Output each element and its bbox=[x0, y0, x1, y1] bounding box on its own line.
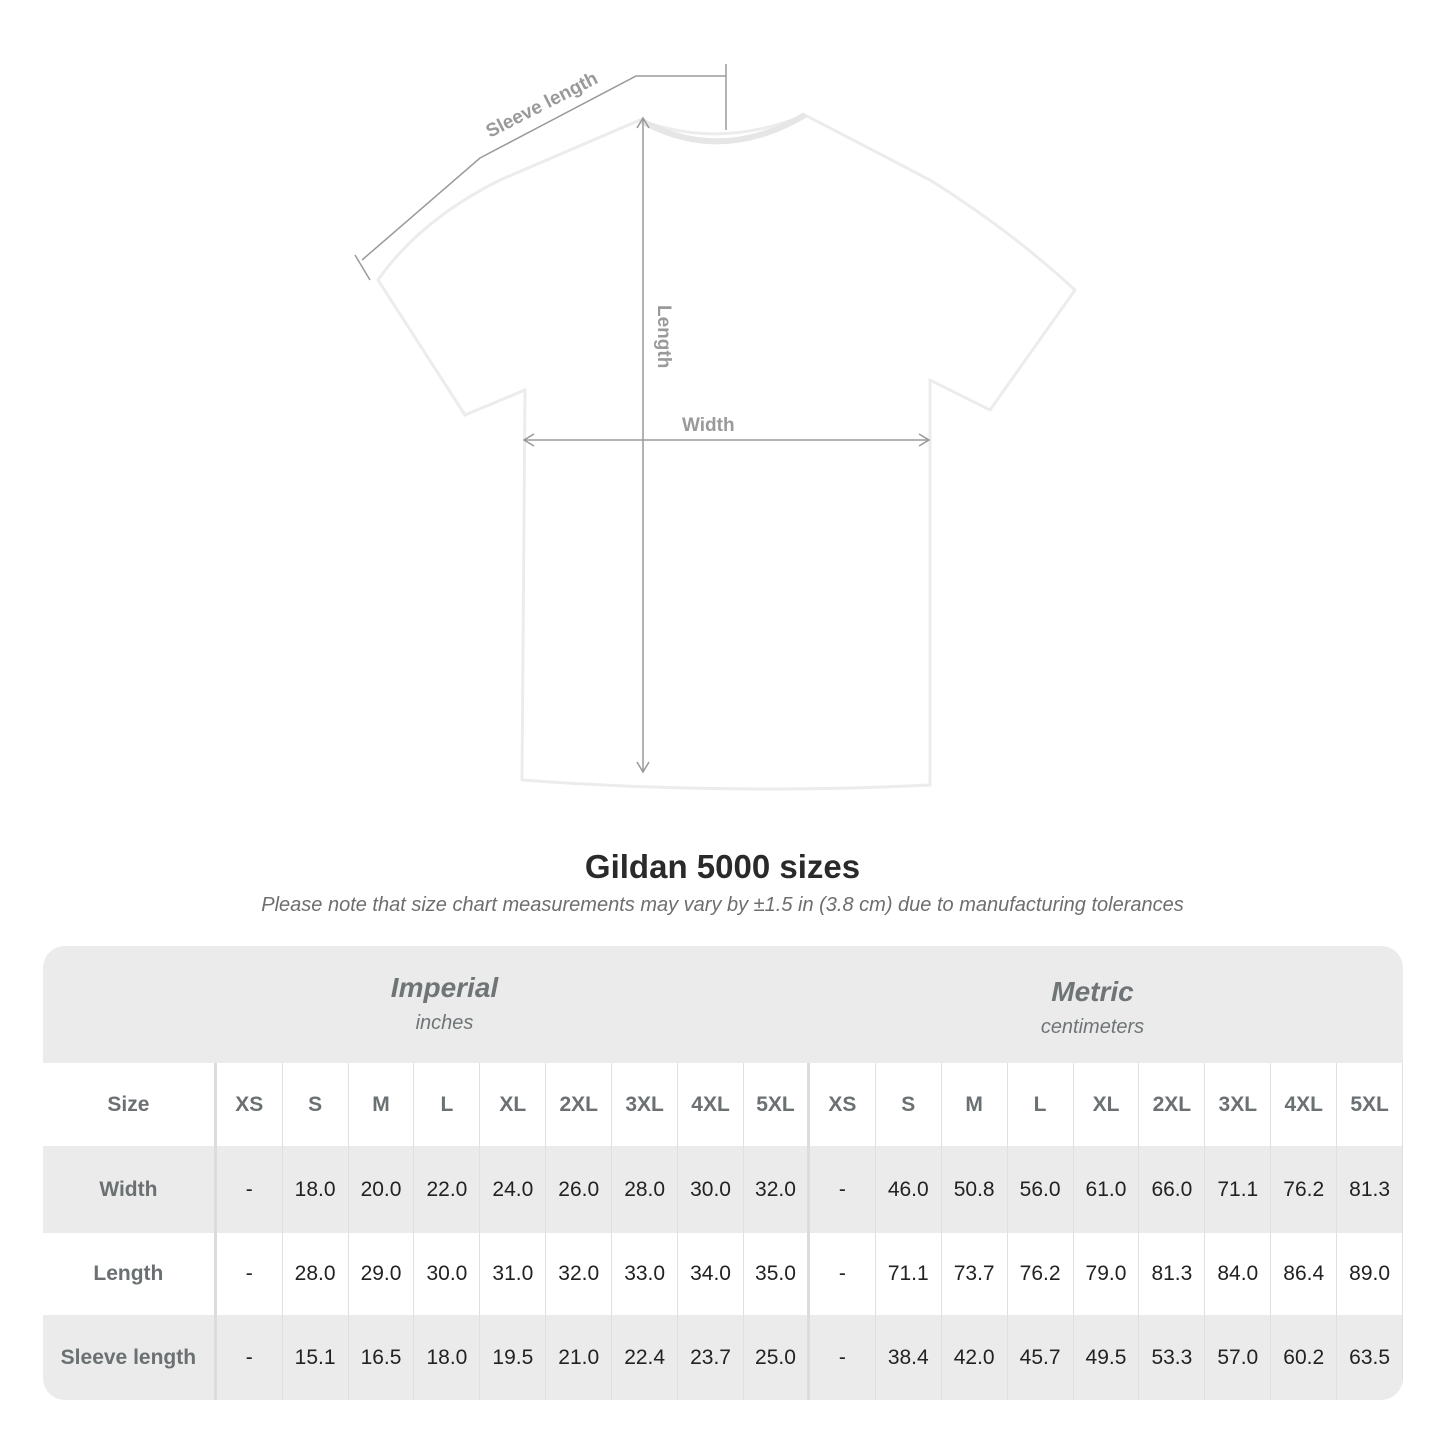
imperial-unit: inches bbox=[415, 1012, 474, 1034]
imperial-value-cell: 28.0 bbox=[612, 1146, 679, 1233]
metric-value-cell: 49.5 bbox=[1074, 1315, 1140, 1400]
metric-value-cell: 79.0 bbox=[1074, 1233, 1140, 1315]
imperial-value-cell: 22.0 bbox=[414, 1146, 481, 1233]
metric-size-XL: XL bbox=[1074, 1063, 1140, 1146]
length-line bbox=[636, 116, 650, 774]
row-label: Length bbox=[43, 1233, 217, 1315]
imperial-size-L: L bbox=[414, 1063, 481, 1146]
row-label: Width bbox=[43, 1146, 217, 1233]
metric-value-cell: - bbox=[810, 1146, 876, 1233]
sleeve-length-label: Sleeve length bbox=[483, 68, 602, 142]
size-label: Size bbox=[43, 1063, 217, 1146]
metric-size-XS: XS bbox=[810, 1063, 876, 1146]
unit-header-band bbox=[43, 946, 1403, 1063]
imperial-value-cell: 30.0 bbox=[414, 1233, 481, 1315]
metric-value-cell: 71.1 bbox=[876, 1233, 942, 1315]
imperial-value-cell: 20.0 bbox=[349, 1146, 415, 1233]
width-line bbox=[522, 433, 931, 447]
imperial-value-cell: 23.7 bbox=[678, 1315, 744, 1400]
imperial-value-cell: - bbox=[217, 1146, 283, 1233]
metric-value-cell: 57.0 bbox=[1205, 1315, 1272, 1400]
imperial-size-3XL: 3XL bbox=[612, 1063, 679, 1146]
imperial-value-cell: 35.0 bbox=[744, 1233, 810, 1315]
imperial-size-XS: XS bbox=[217, 1063, 283, 1146]
imperial-value-cell: 28.0 bbox=[283, 1233, 349, 1315]
metric-size-3XL: 3XL bbox=[1205, 1063, 1272, 1146]
metric-value-cell: 63.5 bbox=[1337, 1315, 1403, 1400]
metric-value-cell: - bbox=[810, 1315, 876, 1400]
imperial-value-cell: 21.0 bbox=[546, 1315, 613, 1400]
imperial-value-cell: 16.5 bbox=[349, 1315, 415, 1400]
metric-size-2XL: 2XL bbox=[1139, 1063, 1206, 1146]
imperial-value-cell: 30.0 bbox=[678, 1146, 744, 1233]
imperial-value-cell: 19.5 bbox=[480, 1315, 547, 1400]
metric-value-cell: - bbox=[810, 1233, 876, 1315]
imperial-size-XL: XL bbox=[480, 1063, 547, 1146]
imperial-value-cell: 31.0 bbox=[480, 1233, 547, 1315]
chart-title: Gildan 5000 sizes bbox=[584, 848, 861, 885]
length-label: Length bbox=[653, 305, 674, 368]
metric-size-S: S bbox=[876, 1063, 942, 1146]
imperial-size-4XL: 4XL bbox=[678, 1063, 744, 1146]
metric-value-cell: 56.0 bbox=[1008, 1146, 1074, 1233]
imperial-value-cell: - bbox=[217, 1233, 283, 1315]
imperial-value-cell: 32.0 bbox=[744, 1146, 810, 1233]
imperial-title: Imperial bbox=[390, 972, 499, 1003]
metric-title: Metric bbox=[1051, 976, 1134, 1007]
metric-value-cell: 89.0 bbox=[1337, 1233, 1403, 1315]
imperial-value-cell: 25.0 bbox=[744, 1315, 810, 1400]
metric-value-cell: 53.3 bbox=[1139, 1315, 1206, 1400]
imperial-value-cell: 18.0 bbox=[414, 1315, 481, 1400]
imperial-value-cell: 32.0 bbox=[546, 1233, 613, 1315]
table-row: Length -28.0 29.0 30.0 31.0 32.0 33.0 34.0 35.0-… bbox=[43, 1233, 1403, 1315]
imperial-value-cell: 34.0 bbox=[678, 1233, 744, 1315]
imperial-value-cell: 22.4 bbox=[612, 1315, 679, 1400]
metric-value-cell: 60.2 bbox=[1271, 1315, 1338, 1400]
imperial-size-M: M bbox=[349, 1063, 415, 1146]
imperial-size-5XL: 5XL bbox=[744, 1063, 810, 1146]
imperial-header: Imperial inches bbox=[317, 972, 572, 1035]
metric-value-cell: 81.3 bbox=[1337, 1146, 1403, 1233]
table-row: Sleeve length -15.1 16.5 18.0 19.5 21.0 22.4 23… bbox=[43, 1315, 1403, 1400]
imperial-size-2XL: 2XL bbox=[546, 1063, 613, 1146]
metric-value-cell: 38.4 bbox=[876, 1315, 942, 1400]
metric-value-cell: 86.4 bbox=[1271, 1233, 1338, 1315]
metric-size-5XL: 5XL bbox=[1337, 1063, 1403, 1146]
sleeve-length-line bbox=[354, 64, 727, 281]
imperial-value-cell: 29.0 bbox=[349, 1233, 415, 1315]
table-row: Width -18.0 20.0 22.0 24.0 26.0 28.0 30.0 32.0-4… bbox=[43, 1146, 1403, 1233]
row-label: Sleeve length bbox=[43, 1315, 217, 1400]
imperial-value-cell: 33.0 bbox=[612, 1233, 679, 1315]
metric-value-cell: 61.0 bbox=[1074, 1146, 1140, 1233]
metric-value-cell: 50.8 bbox=[942, 1146, 1008, 1233]
metric-value-cell: 73.7 bbox=[942, 1233, 1008, 1315]
tolerance-note: Please note that size chart measurements… bbox=[261, 894, 1184, 916]
metric-size-4XL: 4XL bbox=[1271, 1063, 1338, 1146]
imperial-value-cell: 26.0 bbox=[546, 1146, 613, 1233]
size-header-row: Size XS S M L XL 2XL 3XL 4XL 5XL XS S M L XL 2XL 3XL 4XL 5… bbox=[43, 1063, 1403, 1146]
metric-header: Metric centimeters bbox=[965, 976, 1220, 1039]
tshirt-diagram: Sleeve length Length Width bbox=[354, 64, 1077, 791]
metric-size-M: M bbox=[942, 1063, 1008, 1146]
tshirt-collar bbox=[638, 112, 807, 145]
size-table: Imperial inches Metric centimeters Size X… bbox=[43, 946, 1403, 1400]
imperial-value-cell: 24.0 bbox=[480, 1146, 547, 1233]
metric-value-cell: 66.0 bbox=[1139, 1146, 1206, 1233]
metric-unit: centimeters bbox=[1040, 1016, 1145, 1038]
metric-value-cell: 45.7 bbox=[1008, 1315, 1074, 1400]
imperial-value-cell: - bbox=[217, 1315, 283, 1400]
width-label: Width bbox=[682, 415, 735, 436]
metric-value-cell: 46.0 bbox=[876, 1146, 942, 1233]
metric-value-cell: 42.0 bbox=[942, 1315, 1008, 1400]
metric-size-L: L bbox=[1008, 1063, 1074, 1146]
metric-value-cell: 76.2 bbox=[1008, 1233, 1074, 1315]
imperial-value-cell: 15.1 bbox=[283, 1315, 349, 1400]
metric-value-cell: 84.0 bbox=[1205, 1233, 1272, 1315]
metric-value-cell: 76.2 bbox=[1271, 1146, 1338, 1233]
metric-value-cell: 71.1 bbox=[1205, 1146, 1272, 1233]
imperial-value-cell: 18.0 bbox=[283, 1146, 349, 1233]
imperial-size-S: S bbox=[283, 1063, 349, 1146]
metric-value-cell: 81.3 bbox=[1139, 1233, 1206, 1315]
tshirt-shape bbox=[376, 113, 1077, 791]
